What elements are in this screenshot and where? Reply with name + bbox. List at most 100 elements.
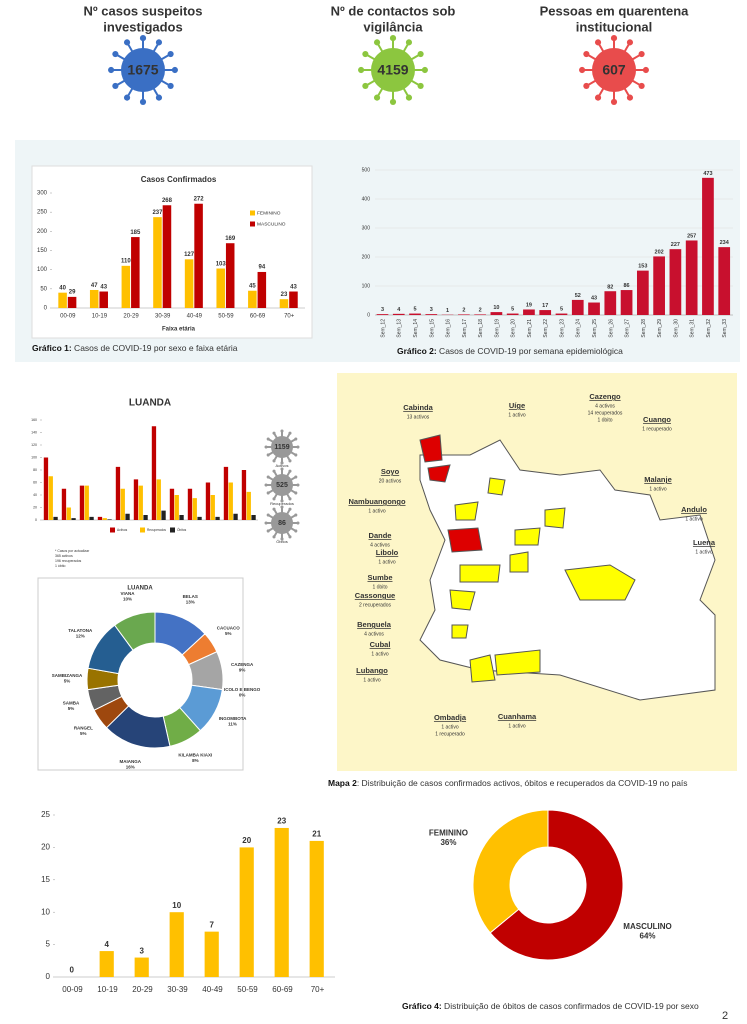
spike-tip [294,491,298,495]
spike-tip [296,521,300,525]
bar [523,309,535,315]
caption: Gráfico 2: Casos de COVID-19 por semana … [397,346,623,356]
spike-tip [280,505,284,509]
map-label: Cuanhama [498,712,537,721]
map-detail: 4 activos [595,403,615,409]
x-tick-label: Sem_22 [543,319,549,338]
spike-tip [417,50,424,58]
data-label: 153 [638,264,647,270]
spike-tip [266,437,270,441]
bar [636,270,649,315]
spike-tip [272,535,276,539]
spike-tip [167,50,174,58]
y-tick-label: 50 [40,286,47,292]
spike-tip [610,35,618,42]
slice-label: KILAMBA KIAXI [178,753,212,758]
chart-title: LUANDA [129,398,171,409]
data-label: 185 [130,230,141,236]
data-label: 234 [720,240,730,246]
x-tick-label: Sem_20 [511,319,517,338]
x-tick-label: Sem_15 [429,319,435,338]
map-label: Libolo [376,548,399,557]
region [514,527,541,546]
donut-slice [113,611,156,651]
bar [138,485,143,520]
caption-label: Gráfico 2: [397,346,437,356]
map-detail: 4 activos [364,631,384,637]
map-label: Luena [693,538,716,547]
x-tick-label: 20-29 [132,985,153,994]
bar [120,488,125,520]
spike-tip [288,431,292,435]
map-detail: 1 activo [649,486,666,492]
region [544,507,566,529]
bar [376,314,389,315]
y-tick-label: 80 [33,468,37,472]
spike-tip [108,66,115,74]
bar [215,516,220,520]
region [449,589,476,611]
bar [156,479,161,520]
x-tick-label: Sem_29 [657,319,663,338]
map-detail: 1 activo [685,516,702,522]
bar [179,515,184,520]
x-tick-label: Sem_32 [706,319,712,338]
legend-swatch [140,527,145,533]
status-icon [264,505,300,541]
data-label: 40 [59,285,66,291]
spike-tip [266,453,270,457]
data-label: 20 [242,836,251,845]
icon-value: 86 [278,520,286,527]
stat-icon [358,35,428,105]
slice-value: 5% [68,706,75,711]
stat-label: institucional [576,19,653,34]
stat-value: 4159 [377,62,408,78]
stat-icon [108,35,178,105]
spike-tip [280,461,284,465]
data-label: 94 [258,265,265,271]
slice-label: MAIANGA [119,759,141,764]
slice-value: 16% [126,764,135,769]
data-label: 23 [277,817,286,826]
caption: Gráfico 4: Distribuição de óbitos de cas… [402,1001,699,1011]
caption-text: Casos de COVID-19 por sexo e faixa etári… [72,343,238,353]
x-tick-label: Sem_17 [462,319,468,338]
slice-value: 12% [76,633,85,638]
bar [48,476,53,520]
virus-body [371,48,415,92]
x-tick-label: Sem_26 [608,319,614,338]
icon-label: Recuperados [270,501,294,506]
spike-tip [272,431,276,435]
region [564,564,636,601]
legend-swatch [110,527,115,533]
virus-body [592,48,636,92]
spike-tip [288,469,292,473]
bar [102,518,107,520]
y-tick-label: 0 [44,306,48,312]
spike-tip [610,98,618,105]
spike-tip [373,39,381,46]
map-detail: 1 activo [695,549,712,555]
spike-tip [296,445,300,449]
x-tick-label: 10-19 [97,985,118,994]
bar [309,840,324,977]
spike-tip [405,94,413,101]
x-tick-label: 30-39 [167,985,188,994]
stat-value: 1675 [127,62,158,78]
map-label: Malanje [644,475,672,484]
y-tick-label: 400 [362,196,371,202]
y-tick-label: 0 [367,312,370,318]
spike-tip [288,459,292,463]
bar [555,313,568,315]
bar [457,314,470,315]
x-tick-label: Sem_12 [380,319,386,338]
spike-tip [272,459,276,463]
map-detail: 1 óbito [597,417,612,423]
data-label: 1 [446,308,449,314]
slice-value: 9% [239,667,246,672]
bar [241,470,247,520]
spike-tip [139,35,147,42]
caption-label: Gráfico 1: [32,343,72,353]
spike-tip [358,66,365,74]
bar [425,314,438,315]
